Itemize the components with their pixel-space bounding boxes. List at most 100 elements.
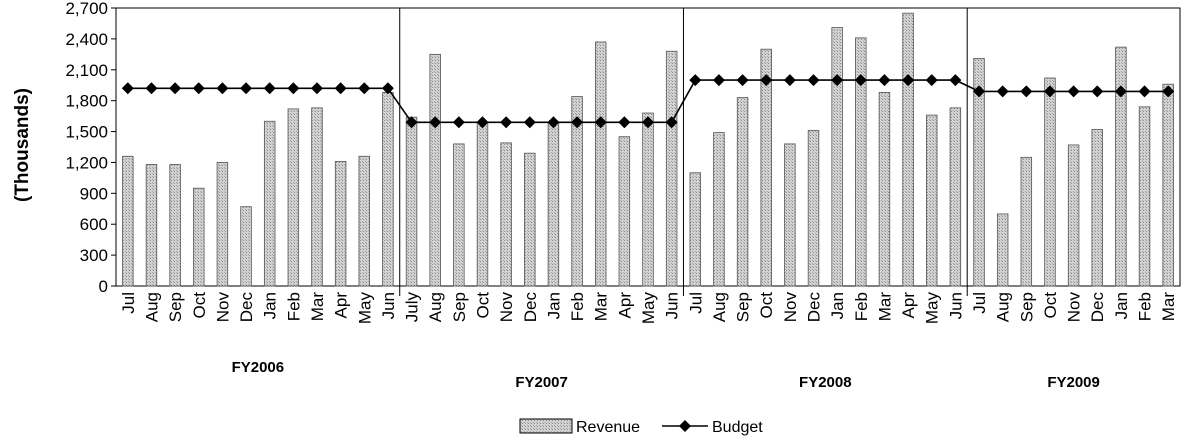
budget-point bbox=[1114, 85, 1127, 98]
budget-point bbox=[263, 82, 276, 95]
y-tick-label: 600 bbox=[80, 215, 108, 234]
budget-point bbox=[878, 74, 891, 87]
budget-point bbox=[712, 74, 725, 87]
y-tick-label: 300 bbox=[80, 246, 108, 265]
budget-point bbox=[689, 74, 702, 87]
budget-point bbox=[854, 74, 867, 87]
x-tick-label: Jun bbox=[379, 292, 398, 319]
budget-point bbox=[736, 74, 749, 87]
revenue-bar bbox=[902, 12, 914, 287]
x-tick-label: Nov bbox=[1065, 292, 1084, 323]
x-tick-label: Oct bbox=[1041, 292, 1060, 319]
x-tick-label: Apr bbox=[615, 292, 634, 319]
legend-budget-marker bbox=[679, 420, 691, 432]
budget-point bbox=[192, 82, 205, 95]
fiscal-year-label: FY2009 bbox=[1047, 374, 1100, 391]
x-tick-label: Dec bbox=[805, 292, 824, 323]
revenue-bar bbox=[1020, 156, 1033, 287]
legend-revenue-label: Revenue bbox=[576, 419, 640, 436]
y-tick-label: 1,500 bbox=[65, 123, 108, 142]
x-tick-label: Dec bbox=[237, 292, 256, 323]
x-tick-label: Nov bbox=[497, 292, 516, 323]
revenue-bar bbox=[784, 143, 796, 287]
revenue-bar bbox=[1044, 77, 1056, 287]
x-tick-label: May bbox=[923, 292, 942, 325]
revenue-bar bbox=[216, 162, 229, 287]
x-tick-label: Sep bbox=[734, 292, 753, 322]
revenue-bar bbox=[831, 27, 843, 287]
budget-point bbox=[831, 74, 844, 87]
budget-point bbox=[1138, 85, 1151, 98]
budget-point bbox=[642, 116, 654, 129]
revenue-bar bbox=[949, 107, 962, 287]
revenue-bar bbox=[807, 130, 820, 287]
y-tick-label: 1,800 bbox=[65, 92, 108, 111]
budget-point bbox=[121, 82, 134, 95]
revenue-bar bbox=[665, 50, 678, 287]
fiscal-year-label: FY2008 bbox=[799, 374, 852, 391]
revenue-bar bbox=[689, 172, 702, 287]
x-tick-label: Mar bbox=[1159, 292, 1178, 322]
y-tick-label: 1,200 bbox=[65, 153, 108, 172]
budget-point bbox=[381, 82, 394, 95]
x-tick-label: Oct bbox=[473, 292, 492, 319]
budget-point bbox=[476, 116, 489, 129]
budget-point bbox=[1162, 85, 1175, 98]
legend-revenue-swatch bbox=[519, 418, 573, 434]
x-tick-label: Dec bbox=[1088, 292, 1107, 323]
budget-point bbox=[807, 74, 820, 87]
revenue-bar bbox=[1091, 129, 1103, 287]
budget-point bbox=[973, 85, 986, 98]
fiscal-year-label: FY2006 bbox=[232, 359, 285, 376]
x-tick-label: Jan bbox=[1112, 292, 1131, 319]
x-tick-label: Feb bbox=[1136, 292, 1155, 321]
fiscal-year-label: FY2007 bbox=[515, 374, 568, 391]
revenue-bar bbox=[1138, 106, 1151, 287]
revenue-bar bbox=[476, 121, 489, 287]
revenue-bar bbox=[287, 108, 300, 287]
x-tick-label: Jul bbox=[686, 292, 705, 314]
budget-point bbox=[287, 82, 300, 95]
y-axis-label: (Thousands) bbox=[12, 88, 33, 202]
x-tick-label: Nov bbox=[213, 292, 232, 323]
revenue-bar bbox=[382, 92, 394, 287]
x-tick-label: May bbox=[639, 292, 658, 325]
x-tick-label: Feb bbox=[852, 292, 871, 321]
budget-point bbox=[405, 116, 418, 129]
budget-point bbox=[240, 82, 253, 95]
x-tick-label: Dec bbox=[521, 292, 540, 323]
revenue-bar bbox=[145, 164, 158, 287]
revenue-bar bbox=[547, 121, 560, 287]
revenue-bar bbox=[524, 152, 536, 287]
revenue-bar bbox=[1115, 46, 1127, 287]
budget-point bbox=[949, 74, 962, 87]
x-tick-label: July bbox=[403, 292, 422, 323]
revenue-bar bbox=[169, 164, 181, 287]
revenue-bar bbox=[878, 92, 891, 287]
x-tick-label: Mar bbox=[875, 292, 894, 322]
revenue-bar bbox=[642, 112, 654, 287]
budget-point bbox=[1091, 85, 1104, 98]
x-tick-label: Feb bbox=[284, 292, 303, 321]
revenue-bar bbox=[263, 120, 276, 287]
budget-point bbox=[665, 116, 678, 129]
budget-point bbox=[594, 116, 607, 129]
budget-point bbox=[996, 85, 1009, 98]
revenue-bar bbox=[618, 136, 631, 287]
x-tick-label: Sep bbox=[1017, 292, 1036, 322]
budget-point bbox=[500, 116, 513, 129]
revenue-bar bbox=[855, 37, 867, 287]
revenue-bar bbox=[736, 97, 749, 287]
revenue-bar bbox=[926, 114, 938, 287]
x-tick-label: Oct bbox=[190, 292, 209, 319]
budget-point bbox=[783, 74, 796, 87]
x-tick-label: Jan bbox=[544, 292, 563, 319]
revenue-bar bbox=[334, 161, 347, 287]
x-tick-label: Aug bbox=[426, 292, 445, 322]
x-tick-label: Mar bbox=[592, 292, 611, 322]
plot-area: 0 300 600 900 1,200 1,500 1,800 2,100 2,400 2,700… bbox=[65, 0, 1181, 391]
budget-point bbox=[145, 82, 158, 95]
budget-point bbox=[1020, 85, 1033, 98]
x-tick-label: Sep bbox=[450, 292, 469, 322]
